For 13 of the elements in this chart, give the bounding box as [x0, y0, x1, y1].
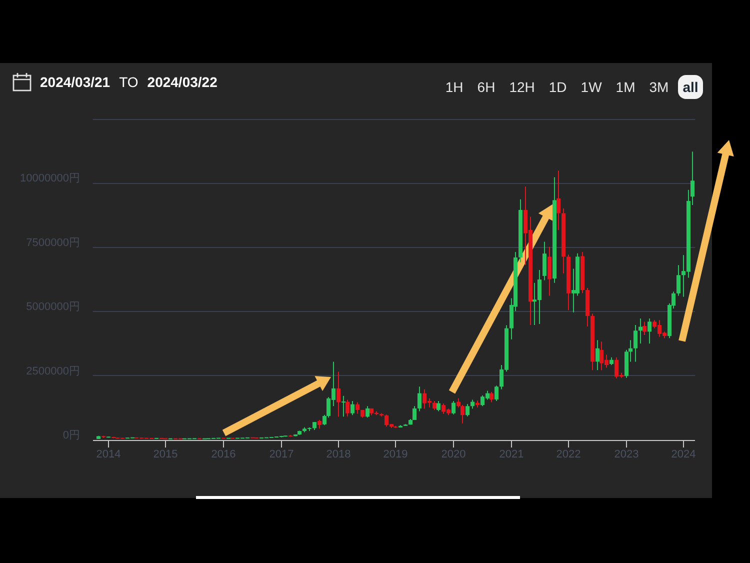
x-tick-label: 2020 [441, 448, 466, 460]
chart-title: 2024/03/21 TO 2024/03/22 [40, 74, 218, 90]
x-tick-label: 2023 [614, 448, 639, 460]
x-tick-label: 2014 [96, 448, 121, 460]
x-tick-label: 2022 [556, 448, 581, 460]
x-tick-label: 2015 [153, 448, 178, 460]
x-tick-label: 2024 [671, 448, 696, 460]
x-tick-label: 2016 [211, 448, 236, 460]
x-tick-label: 2018 [326, 448, 351, 460]
range-buttons: 1H 6H 12H 1D 1W 1M 3M all [445, 75, 703, 99]
x-tick-label: 2017 [269, 448, 294, 460]
x-tick-label: 2019 [383, 448, 408, 460]
x-tick-label: 2021 [499, 448, 524, 460]
